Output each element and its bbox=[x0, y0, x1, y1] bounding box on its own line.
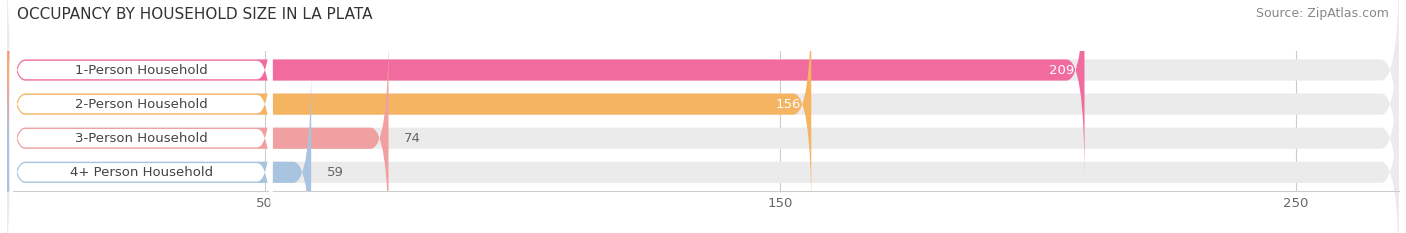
FancyBboxPatch shape bbox=[10, 0, 273, 163]
Text: 156: 156 bbox=[776, 98, 801, 111]
Text: 3-Person Household: 3-Person Household bbox=[75, 132, 208, 145]
FancyBboxPatch shape bbox=[7, 0, 1084, 179]
FancyBboxPatch shape bbox=[10, 79, 273, 233]
Text: 4+ Person Household: 4+ Person Household bbox=[69, 166, 212, 179]
Text: 74: 74 bbox=[404, 132, 420, 145]
Text: 209: 209 bbox=[1049, 64, 1074, 76]
FancyBboxPatch shape bbox=[10, 11, 273, 197]
Text: Source: ZipAtlas.com: Source: ZipAtlas.com bbox=[1256, 7, 1389, 20]
FancyBboxPatch shape bbox=[7, 0, 1399, 213]
Text: OCCUPANCY BY HOUSEHOLD SIZE IN LA PLATA: OCCUPANCY BY HOUSEHOLD SIZE IN LA PLATA bbox=[17, 7, 373, 22]
Text: 1-Person Household: 1-Person Household bbox=[75, 64, 208, 76]
Text: 2-Person Household: 2-Person Household bbox=[75, 98, 208, 111]
FancyBboxPatch shape bbox=[10, 45, 273, 231]
FancyBboxPatch shape bbox=[7, 0, 1399, 179]
FancyBboxPatch shape bbox=[7, 29, 1399, 233]
Text: 59: 59 bbox=[326, 166, 343, 179]
FancyBboxPatch shape bbox=[7, 64, 1399, 233]
FancyBboxPatch shape bbox=[7, 64, 311, 233]
FancyBboxPatch shape bbox=[7, 29, 388, 233]
FancyBboxPatch shape bbox=[7, 0, 811, 213]
